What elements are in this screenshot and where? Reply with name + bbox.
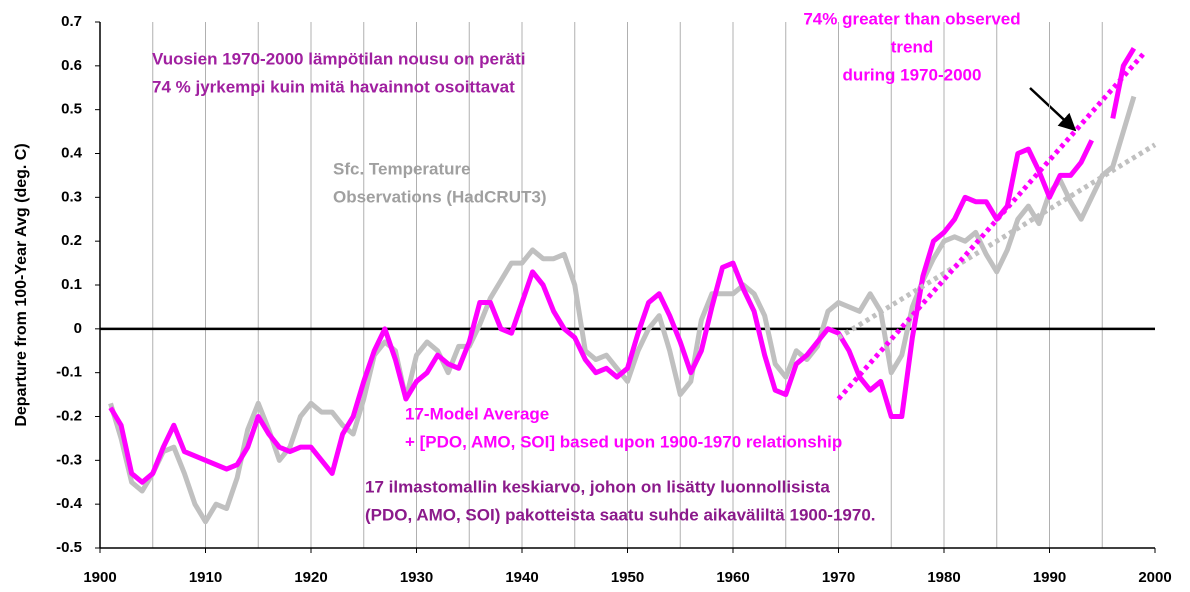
y-tick-label: -0.3 (56, 451, 82, 468)
annotation: trend (891, 37, 934, 56)
y-tick-label: 0.4 (61, 144, 83, 161)
x-tick-label: 1930 (400, 569, 433, 586)
y-tick-label: -0.1 (56, 364, 82, 381)
x-tick-label: 1910 (189, 569, 222, 586)
y-tick-label: 0 (74, 320, 82, 337)
x-tick-label: 2000 (1138, 569, 1171, 586)
annotation: (PDO, AMO, SOI) pakotteista saatu suhde … (365, 505, 876, 524)
series-line (108, 95, 1137, 525)
annotation: Observations (HadCRUT3) (333, 187, 546, 206)
y-tick-label: 0.7 (61, 13, 82, 30)
annotation: 17 ilmastomallin keskiarvo, johon on lis… (365, 477, 830, 496)
y-tick-label: 0.6 (61, 57, 82, 74)
x-tick-label: 1960 (716, 569, 749, 586)
y-tick-label: -0.2 (56, 407, 82, 424)
y-tick-label: 0.1 (61, 276, 82, 293)
arrow (1029, 87, 1077, 132)
x-tick-label: 1950 (611, 569, 644, 586)
y-tick-label: 0.2 (61, 232, 82, 249)
annotation: 17-Model Average (405, 404, 549, 423)
y-tick-label: 0.5 (61, 101, 82, 118)
y-tick-label: 0.3 (61, 188, 82, 205)
x-tick-label: 1920 (294, 569, 327, 586)
trend-line (836, 51, 1147, 401)
x-tick-label: 1980 (927, 569, 960, 586)
annotation: Vuosien 1970-2000 lämpötilan nousu on pe… (152, 49, 525, 68)
series-line (108, 47, 1137, 485)
x-tick-label: 1940 (505, 569, 538, 586)
y-tick-label: -0.5 (56, 539, 82, 556)
annotation: during 1970-2000 (843, 65, 982, 84)
annotation: 74% greater than observed (803, 9, 1020, 28)
annotation: Sfc. Temperature (333, 159, 471, 178)
annotation: + [PDO, AMO, SOI] based upon 1900-1970 r… (405, 432, 842, 451)
y-axis-label: Departure from 100-Year Avg (deg. C) (13, 143, 30, 426)
x-tick-label: 1990 (1033, 569, 1066, 586)
x-tick-label: 1900 (83, 569, 116, 586)
x-tick-label: 1970 (822, 569, 855, 586)
y-tick-label: -0.4 (56, 495, 83, 512)
trend-line (837, 142, 1157, 340)
annotation: 74 % jyrkempi kuin mitä havainnot osoitt… (152, 77, 515, 96)
